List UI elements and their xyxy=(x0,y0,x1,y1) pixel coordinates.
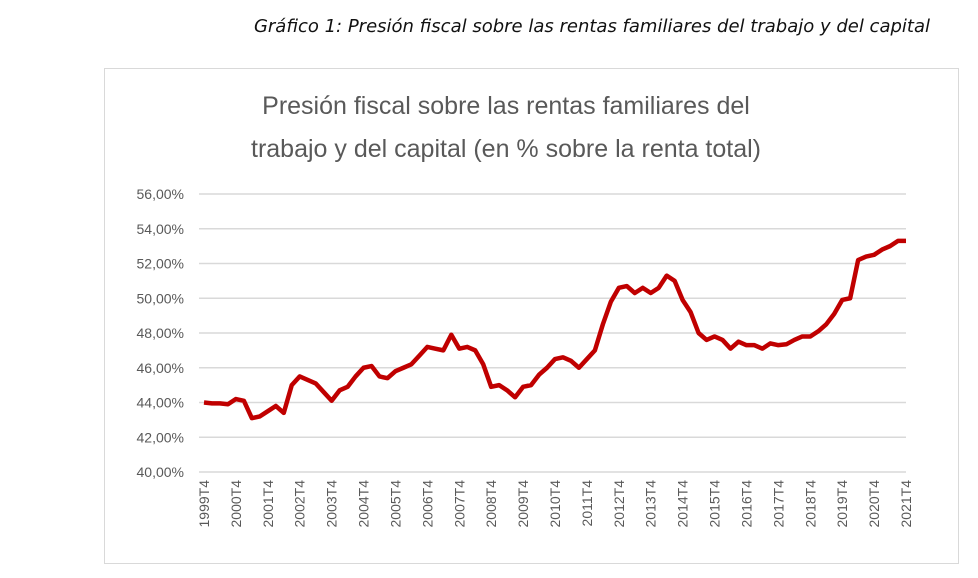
x-tick-label: 2015T4 xyxy=(707,480,723,528)
x-tick-label: 2021T4 xyxy=(898,480,914,528)
x-tick-label: 2013T4 xyxy=(643,480,659,528)
x-tick-label: 2001T4 xyxy=(260,480,276,528)
line-chart: Presión fiscal sobre las rentas familiar… xyxy=(137,92,914,528)
y-tick-label: 48,00% xyxy=(137,325,184,341)
x-tick-label: 2018T4 xyxy=(802,480,818,528)
x-tick-label: 2002T4 xyxy=(292,480,308,528)
x-tick-label: 2011T4 xyxy=(579,480,595,527)
x-tick-label: 1999T4 xyxy=(196,480,212,528)
x-tick-label: 2007T4 xyxy=(451,480,467,528)
series-line xyxy=(203,238,906,421)
chart-title-line-2: trabajo y del capital (en % sobre la ren… xyxy=(251,135,761,163)
x-tick-label: 2009T4 xyxy=(515,480,531,528)
x-tick-label: 2016T4 xyxy=(738,480,754,528)
y-tick-label: 56,00% xyxy=(137,186,184,202)
y-tick-label: 46,00% xyxy=(137,360,184,376)
x-tick-label: 2012T4 xyxy=(611,480,627,528)
x-tick-label: 2000T4 xyxy=(228,480,244,528)
figure-caption: Gráfico 1: Presión fiscal sobre las rent… xyxy=(253,16,930,37)
x-tick-label: 2017T4 xyxy=(770,480,786,528)
chart-title-line-1: Presión fiscal sobre las rentas familiar… xyxy=(262,92,750,120)
x-tick-label: 2006T4 xyxy=(419,480,435,528)
x-tick-label: 2004T4 xyxy=(356,480,372,528)
x-tick-label: 2008T4 xyxy=(483,480,499,528)
x-tick-label: 2014T4 xyxy=(675,480,691,528)
chart-frame: Presión fiscal sobre las rentas familiar… xyxy=(104,68,959,564)
x-tick-label: 2020T4 xyxy=(866,480,882,528)
y-tick-label: 42,00% xyxy=(137,429,184,445)
y-tick-label: 52,00% xyxy=(137,256,184,272)
y-tick-label: 54,00% xyxy=(137,221,184,237)
x-tick-label: 2005T4 xyxy=(387,480,403,528)
y-tick-label: 40,00% xyxy=(137,464,184,480)
x-tick-label: 2010T4 xyxy=(547,480,563,528)
x-tick-label: 2003T4 xyxy=(324,480,340,528)
x-tick-label: 2019T4 xyxy=(834,480,850,528)
y-tick-label: 44,00% xyxy=(137,395,184,411)
y-tick-label: 50,00% xyxy=(137,290,184,306)
